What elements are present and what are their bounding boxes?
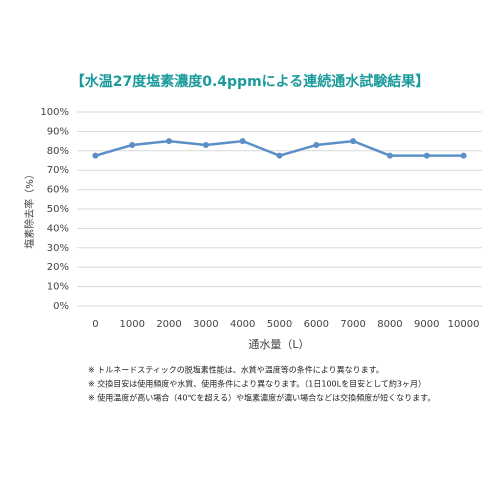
data-point <box>92 152 99 159</box>
data-point <box>423 152 430 159</box>
y-tick-label: 40% <box>47 223 69 234</box>
y-tick-label: 80% <box>47 146 69 157</box>
y-tick-label: 30% <box>47 243 69 254</box>
data-point <box>239 138 246 145</box>
chart-title: 【水温27度塩素濃度0.4ppmによる連続通水試験結果】 <box>71 73 430 90</box>
note: ※ トルネードスティックの脱塩素性能は、水質や温度等の条件により異なります。 <box>88 365 384 375</box>
data-point <box>386 152 393 159</box>
y-tick-label: 0% <box>53 301 69 312</box>
y-tick-label: 100% <box>40 107 69 118</box>
x-tick-label: 1000 <box>120 319 145 330</box>
data-point <box>350 138 357 145</box>
y-tick-label: 60% <box>47 185 69 196</box>
data-point <box>276 152 283 159</box>
x-tick-label: 6000 <box>304 319 329 330</box>
x-tick-label: 7000 <box>340 319 365 330</box>
data-point <box>202 141 209 148</box>
x-tick-label: 2000 <box>156 319 181 330</box>
y-tick-label: 50% <box>47 204 69 215</box>
x-tick-label: 8000 <box>377 319 402 330</box>
y-tick-label: 70% <box>47 165 69 176</box>
y-axis-label: 塩素除去率（%） <box>23 169 36 249</box>
x-tick-label: 10000 <box>448 319 480 330</box>
y-tick-label: 20% <box>47 262 69 273</box>
data-point <box>166 138 173 145</box>
data-point <box>313 141 320 148</box>
x-tick-label: 4000 <box>230 319 255 330</box>
data-point <box>460 152 467 159</box>
data-point <box>129 141 136 148</box>
y-tick-label: 10% <box>47 282 69 293</box>
note: ※ 使用温度が高い場合（40℃を超える）や塩素濃度が濃い場合などは交換頻度が短く… <box>88 393 435 403</box>
x-tick-label: 0 <box>92 319 98 330</box>
x-tick-label: 5000 <box>267 319 292 330</box>
note: ※ 交換目安は使用頻度や水質、使用条件により異なります。（1日100Lを目安とし… <box>88 379 426 389</box>
y-tick-label: 90% <box>47 126 69 137</box>
x-tick-label: 3000 <box>193 319 218 330</box>
x-axis-label: 通水量（L） <box>248 338 309 351</box>
x-tick-label: 9000 <box>414 319 439 330</box>
